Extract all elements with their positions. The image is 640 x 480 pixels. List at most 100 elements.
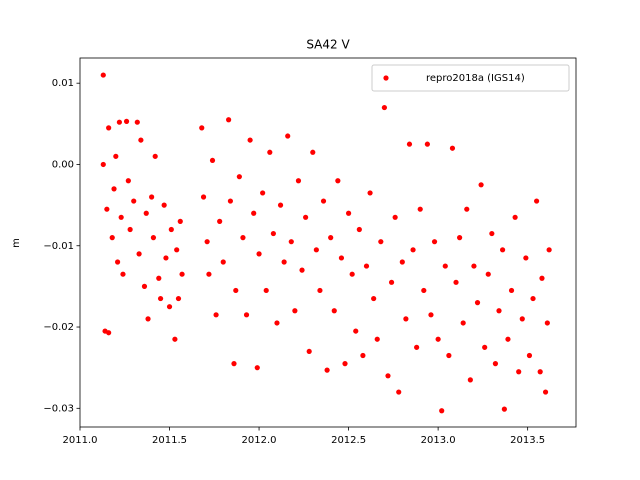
x-tick-label: 2013.0 (421, 435, 456, 446)
y-tick-label: −0.02 (43, 322, 74, 333)
point (136, 251, 142, 257)
point (349, 271, 355, 277)
point (152, 153, 158, 159)
point (449, 145, 456, 151)
point (166, 304, 173, 310)
point (115, 259, 121, 265)
point (174, 247, 180, 253)
point (236, 174, 242, 180)
point (467, 377, 473, 383)
point (435, 336, 441, 342)
point (270, 230, 276, 237)
point (123, 118, 130, 124)
point (482, 344, 488, 350)
point (464, 206, 470, 212)
point (331, 308, 337, 314)
point (295, 178, 302, 184)
point (478, 182, 484, 188)
point (106, 330, 112, 336)
point (523, 255, 529, 261)
point (125, 178, 131, 184)
point (149, 194, 155, 200)
point (345, 210, 352, 216)
point (471, 263, 477, 269)
point (199, 125, 205, 131)
point (499, 247, 506, 253)
point (457, 235, 463, 241)
point (546, 247, 552, 253)
point (143, 210, 149, 216)
point (492, 361, 499, 367)
point (385, 373, 391, 379)
point (226, 117, 232, 123)
point (220, 259, 226, 265)
point (251, 210, 257, 216)
point (303, 214, 309, 220)
point (512, 214, 518, 220)
point (489, 230, 495, 237)
point (116, 119, 122, 125)
point (317, 287, 323, 294)
point (338, 255, 345, 261)
point (410, 247, 416, 253)
y-tick-label: 0.00 (52, 159, 74, 170)
x-tick-label: 2012.0 (242, 435, 277, 446)
point (179, 271, 185, 277)
point (460, 320, 466, 326)
point (539, 275, 545, 281)
point (335, 178, 341, 184)
point (381, 104, 388, 111)
point (388, 279, 395, 285)
legend-marker (383, 75, 389, 81)
point (209, 157, 216, 164)
point (231, 361, 237, 367)
point (356, 226, 362, 233)
point (417, 206, 423, 212)
point (254, 365, 260, 371)
point (442, 263, 448, 269)
point (299, 267, 305, 273)
point (439, 408, 445, 414)
point (233, 287, 239, 294)
point (109, 235, 115, 241)
point (168, 226, 174, 233)
point (157, 295, 164, 302)
point (104, 206, 110, 212)
point (360, 352, 366, 359)
point (544, 320, 550, 326)
point (501, 406, 507, 412)
point (534, 198, 540, 204)
point (374, 336, 380, 342)
point (310, 149, 316, 155)
point (363, 263, 370, 269)
point (200, 194, 207, 200)
point (206, 271, 212, 277)
point (399, 259, 405, 265)
point (342, 361, 348, 367)
x-tick-label: 2013.5 (510, 435, 545, 446)
y-tick-label: −0.03 (43, 403, 74, 414)
x-tick-label: 2011.0 (63, 435, 98, 446)
point (446, 352, 452, 359)
point (324, 367, 330, 373)
point (403, 316, 409, 322)
point (537, 369, 543, 375)
point (505, 336, 511, 342)
point (163, 255, 169, 261)
point (428, 312, 434, 318)
chart-title: SA42 V (306, 38, 350, 52)
point (161, 202, 167, 208)
point (281, 259, 287, 265)
point (204, 239, 210, 245)
point (285, 133, 291, 139)
point (274, 320, 280, 326)
point (141, 283, 148, 289)
point (277, 202, 284, 208)
point (150, 235, 157, 241)
point (247, 137, 253, 143)
point (243, 312, 250, 318)
point (392, 214, 398, 220)
point (263, 287, 269, 294)
